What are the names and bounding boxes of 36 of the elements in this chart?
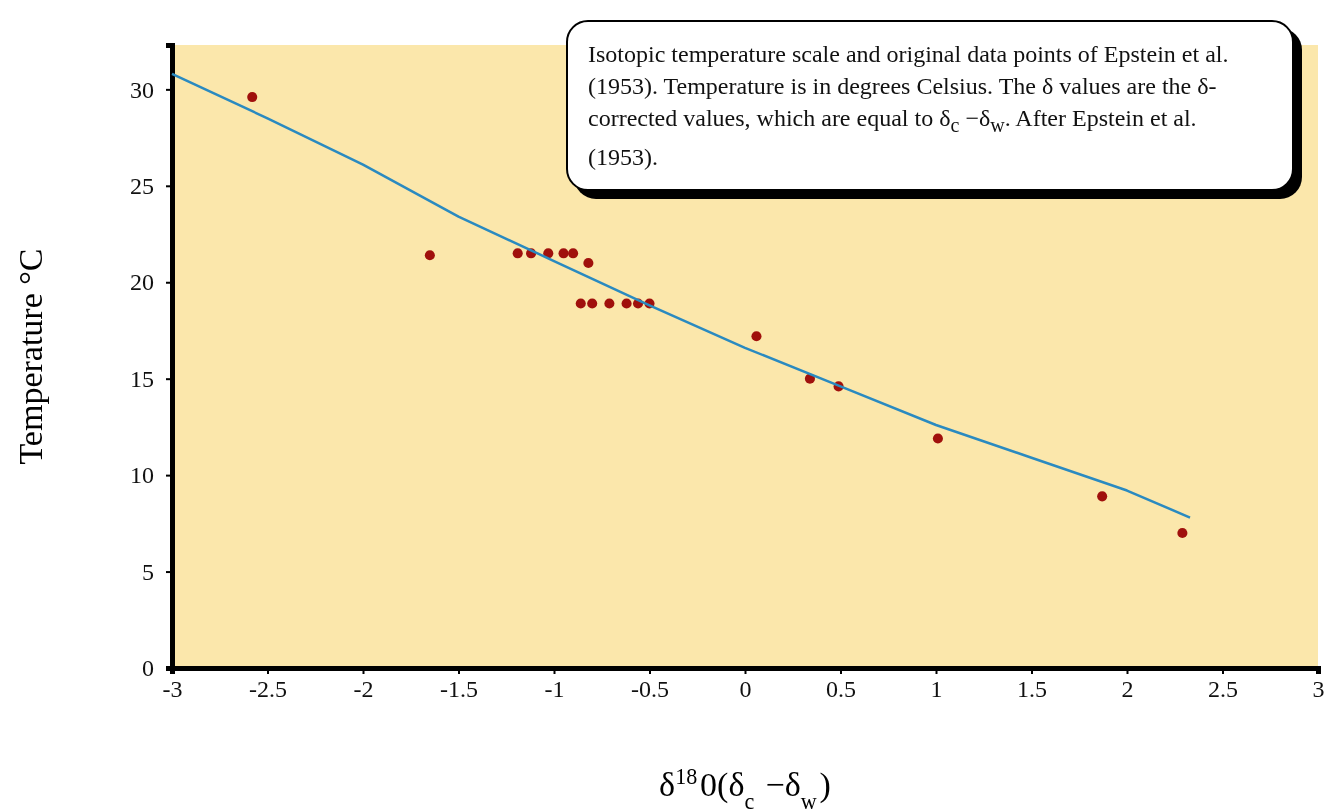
y-tick-label: 15	[130, 365, 154, 392]
point	[1177, 527, 1188, 539]
y-tick-label: 30	[130, 76, 154, 103]
x-tick-label: -3	[162, 676, 183, 703]
point	[751, 331, 762, 342]
point	[1097, 491, 1108, 502]
x-tick-label: 0	[739, 676, 752, 703]
x-tick-label: -1	[544, 676, 565, 703]
point	[568, 248, 579, 259]
x-tick-label: -2.5	[249, 676, 287, 703]
x-axis-title: δ$^{18}$0(δ$_{c}$ −δ$_{w}$)	[659, 763, 831, 812]
x-tick-label: 0.5	[826, 676, 856, 703]
x-tick-label: -0.5	[631, 676, 669, 703]
point	[558, 248, 569, 259]
y-axis-title: Temperature °C	[12, 248, 49, 465]
point	[247, 92, 258, 103]
point	[932, 433, 943, 444]
point	[575, 298, 586, 309]
x-tick-label: 3	[1312, 676, 1325, 703]
x-tick-label: -2	[353, 676, 374, 703]
y-tick-label: 20	[130, 269, 154, 296]
point	[587, 298, 598, 309]
point	[424, 250, 435, 261]
y-tick-label: 0	[142, 655, 154, 682]
point	[512, 248, 523, 259]
x-tick-label: 2.5	[1208, 676, 1238, 703]
x-tick-label: 1	[930, 676, 943, 703]
y-tick-label: 10	[130, 462, 154, 489]
y-tick-label: 25	[130, 172, 154, 199]
x-tick-label: 2	[1121, 676, 1134, 703]
point	[583, 257, 594, 268]
y-tick-label: 5	[142, 558, 154, 585]
point	[621, 298, 632, 309]
x-tick-label: -1.5	[440, 676, 478, 703]
point	[604, 298, 615, 309]
x-tick-label: 1.5	[1017, 676, 1047, 703]
